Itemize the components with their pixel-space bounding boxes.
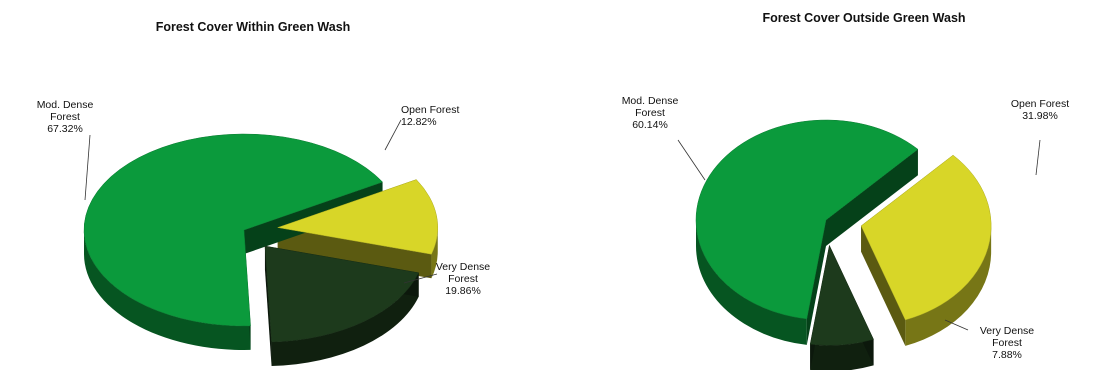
pie-slice-rim: [905, 225, 992, 346]
pie-slice-mod-dense: [695, 119, 919, 320]
slice-label-line: 31.98%: [1022, 110, 1058, 122]
slice-label-line: 67.32%: [47, 123, 83, 135]
pie-slice-mod-dense: [83, 133, 384, 327]
pie-slice-very-dense: [809, 244, 874, 346]
pie-slice-open-forest: [276, 179, 438, 255]
pie-slice-wall: [861, 225, 906, 346]
chart-title-within: Forest Cover Within Green Wash: [156, 20, 351, 34]
slice-label-line: Very Dense: [436, 261, 490, 273]
pie-slice-rim: [810, 339, 874, 372]
leader-line: [384, 119, 402, 151]
leader-line: [84, 134, 91, 201]
leader-line: [1035, 139, 1041, 176]
pie-slice-rim: [271, 272, 419, 366]
pie-slice-side: [696, 149, 918, 345]
leader-line: [403, 273, 438, 284]
slice-label: Open Forest 12.82%: [401, 104, 459, 128]
slice-label-line: Very Dense: [980, 325, 1034, 337]
slice-label: Mod. Dense Forest 60.14%: [622, 95, 679, 131]
slice-label-line: 12.82%: [401, 116, 437, 128]
slice-label-line: Forest: [50, 111, 80, 123]
pie-slice-wall: [277, 227, 432, 279]
slice-label-line: Forest: [448, 273, 478, 285]
leader-line: [944, 319, 969, 331]
pie-slice-wall: [826, 149, 918, 246]
pie-chart-within-green-wash: Forest Cover Within Green Wash Open Fore…: [37, 20, 490, 366]
slice-label: Very Dense Forest 19.86%: [436, 261, 490, 297]
slice-label-line: Mod. Dense: [37, 99, 94, 111]
slice-label-line: Open Forest: [1011, 98, 1069, 110]
pie-slice-rim: [431, 227, 438, 279]
chart-title-outside: Forest Cover Outside Green Wash: [762, 11, 965, 25]
pie-slice-wall: [806, 220, 826, 345]
pie-slice-rim: [84, 230, 251, 350]
pie-slice-wall: [264, 246, 272, 366]
pie-slice-very-dense: [264, 245, 420, 343]
leader-line: [677, 139, 706, 181]
pie-slice-open-forest: [860, 154, 992, 321]
slice-label-line: 19.86%: [445, 285, 481, 297]
pie-chart-outside-green-wash: Forest Cover Outside Green Wash Open For…: [622, 11, 1069, 372]
slice-label-line: Mod. Dense: [622, 95, 679, 107]
slice-label-line: Open Forest: [401, 104, 459, 116]
slice-label-line: 7.88%: [992, 349, 1022, 361]
slice-label-line: 60.14%: [632, 119, 668, 131]
slice-label: Very Dense Forest 7.88%: [980, 325, 1034, 361]
slice-label: Mod. Dense Forest 67.32%: [37, 99, 94, 135]
pie-slice-rim: [696, 220, 807, 345]
slice-label-line: Forest: [992, 337, 1022, 349]
slice-label: Open Forest 31.98%: [1011, 98, 1069, 122]
slice-label-line: Forest: [635, 107, 665, 119]
